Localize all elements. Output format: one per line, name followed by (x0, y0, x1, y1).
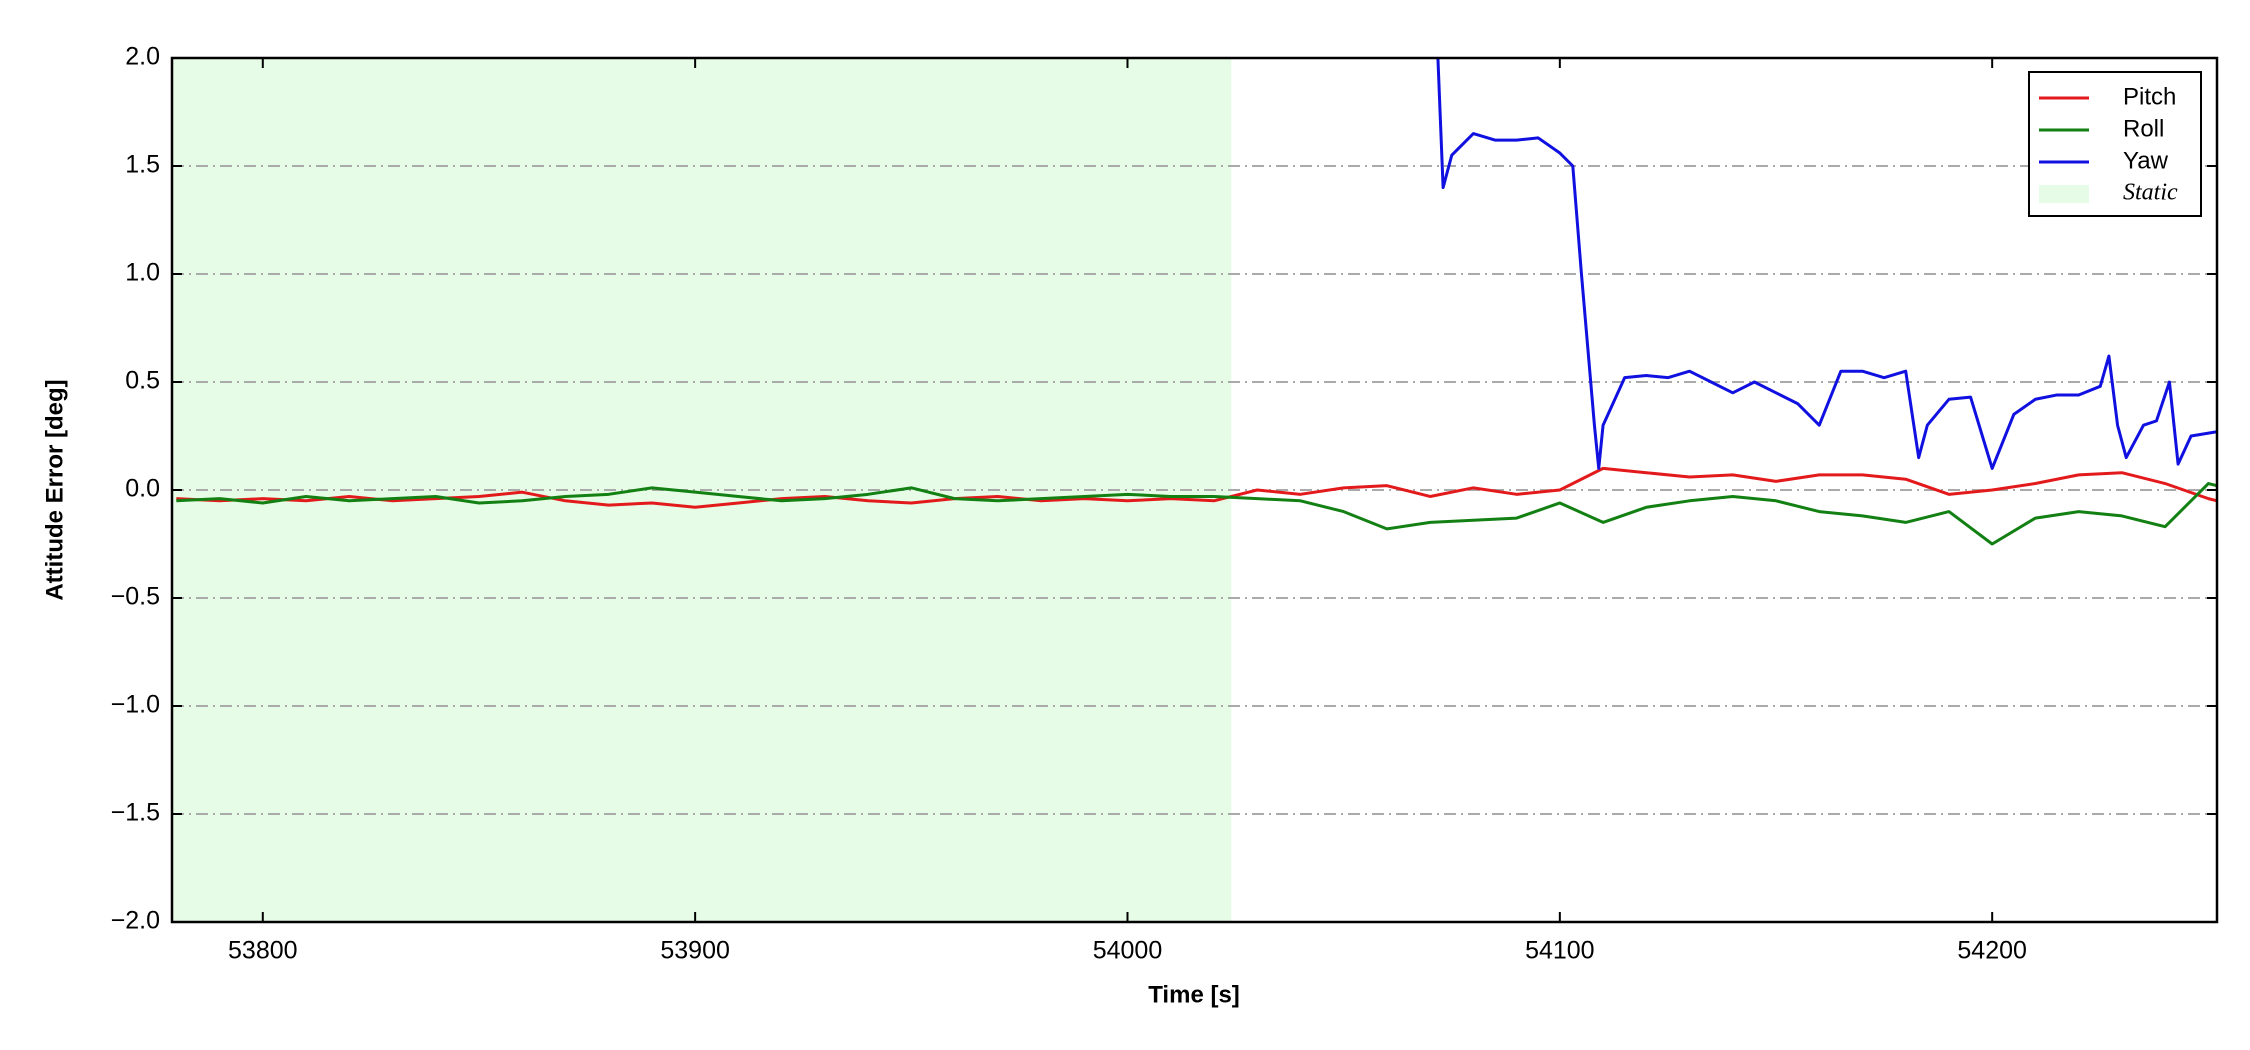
x-tick-label: 53900 (660, 937, 730, 965)
x-tick-label: 54000 (1093, 937, 1163, 965)
series-line (176, 482, 2217, 546)
legend-swatch (2039, 185, 2089, 203)
y-axis-label: Attitude Error [deg] (41, 379, 68, 600)
series-line (1436, 58, 2217, 470)
y-tick-label: −2.0 (111, 907, 160, 935)
x-axis-label: Time [s] (1148, 981, 1240, 1008)
plot-lines (176, 58, 2217, 546)
y-tick-label: −1.0 (111, 691, 160, 719)
series-line (176, 466, 2217, 509)
legend-label: Yaw (2123, 147, 2169, 174)
y-tick-label: −0.5 (111, 583, 160, 611)
x-tick-label: 54100 (1525, 937, 1595, 965)
y-tick-label: 1.0 (125, 259, 160, 287)
legend-label: Pitch (2123, 83, 2176, 110)
y-tick-label: 0.5 (125, 367, 160, 395)
y-tick-label: −1.5 (111, 799, 160, 827)
x-tick-label: 54200 (1957, 937, 2027, 965)
y-tick-label: 1.5 (125, 151, 160, 179)
y-tick-label: 0.0 (125, 475, 160, 503)
legend-label: Roll (2123, 115, 2164, 142)
x-tick-label: 53800 (228, 937, 298, 965)
plot-frame (170, 56, 2219, 924)
legend: Pitch Roll Yaw Static (2028, 71, 2202, 217)
y-tick-label: 2.0 (125, 43, 160, 71)
legend-label: Static (2123, 180, 2178, 206)
